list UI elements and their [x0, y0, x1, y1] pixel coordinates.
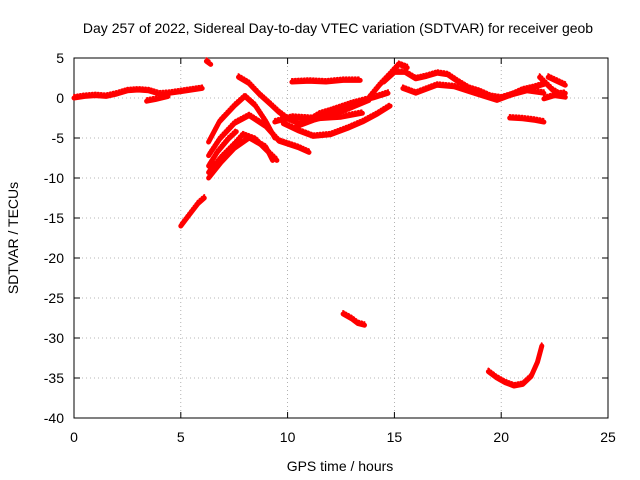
x-tick-label: 15 — [387, 429, 403, 445]
series-arc-bowl — [485, 343, 545, 389]
y-axis-label: SDTVAR / TECUs — [5, 182, 21, 294]
y-tick-label: -15 — [44, 210, 64, 226]
data-series — [71, 57, 568, 389]
x-axis-label: GPS time / hours — [287, 458, 394, 474]
series-arc-rise-14-jitter — [367, 60, 409, 96]
y-tick-label: -40 — [44, 410, 64, 426]
y-tick-label: -35 — [44, 370, 64, 386]
series-arc-fan-5-jitter — [207, 127, 238, 164]
series-arc-dip-segment-jitter — [145, 92, 169, 100]
series-arc-afternoon-low-jitter — [401, 81, 545, 99]
series-arc-short-neg3-jitter — [508, 114, 545, 120]
x-tick-label: 25 — [600, 429, 616, 445]
series-arc-mid-3 — [272, 110, 365, 125]
series-arc-mid-1 — [280, 103, 393, 139]
x-tick-label: 0 — [70, 429, 78, 445]
series-arc-short-neg3 — [507, 115, 547, 125]
y-tick-label: -25 — [44, 290, 64, 306]
series-arc-steep-1-jitter — [179, 194, 206, 224]
series-arc-short-top — [203, 58, 214, 67]
y-tick-label: -20 — [44, 250, 64, 266]
series-arc-evening-1-jitter — [538, 73, 567, 92]
series-arc-afternoon-low — [400, 82, 547, 103]
x-tick-label: 10 — [280, 429, 296, 445]
series-arc-noon-jitter — [290, 76, 362, 80]
series-arc-fan-4-jitter — [207, 134, 274, 176]
series-arc-main-morning — [71, 85, 205, 101]
series-arc-upper-hump-jitter — [237, 73, 389, 122]
x-tick-label: 5 — [177, 429, 185, 445]
y-tick-label: 5 — [56, 50, 64, 66]
plot-frame — [73, 57, 609, 419]
y-tick-labels: 5 0 -5 -10 -15 -20 -25 -30 -35 -40 — [44, 50, 64, 426]
series-arc-main-morning-jitter — [73, 84, 204, 96]
series-arc-bowl-jitter — [487, 342, 543, 384]
x-tick-labels: 0 5 10 15 20 25 — [70, 429, 616, 445]
series-arc-short-top-jitter — [205, 57, 212, 63]
series-arc-evening-3-jitter — [542, 91, 567, 97]
series-arc-dip-segment — [144, 93, 171, 104]
series-arc-evening-2-jitter — [547, 73, 567, 84]
series-arc-isolated-28 — [340, 311, 367, 328]
series-arc-fan-4 — [206, 135, 276, 181]
series-arc-evening-3 — [541, 93, 568, 102]
series-arc-steep-1 — [178, 195, 207, 229]
axis-ticks — [73, 57, 609, 419]
series-arc-fan-2-jitter — [207, 111, 310, 154]
series-arc-noon — [289, 77, 363, 85]
series-arc-fan-2 — [206, 113, 312, 159]
series-arc-fan-1 — [206, 93, 278, 145]
series-arc-fan-1-jitter — [207, 92, 276, 140]
series-arc-evening-2 — [545, 74, 568, 88]
y-tick-label: -5 — [52, 130, 65, 146]
series-arc-fan-5 — [206, 129, 239, 169]
series-arc-isolated-28-jitter — [342, 310, 366, 324]
series-arc-mid-1-jitter — [282, 102, 392, 135]
x-tick-label: 20 — [493, 429, 509, 445]
y-tick-label: -10 — [44, 170, 64, 186]
series-arc-mid-3-jitter — [273, 109, 364, 120]
chart-title: Day 257 of 2022, Sidereal Day-to-day VTE… — [83, 20, 593, 36]
y-tick-label: -30 — [44, 330, 64, 346]
y-tick-label: 0 — [56, 90, 64, 106]
